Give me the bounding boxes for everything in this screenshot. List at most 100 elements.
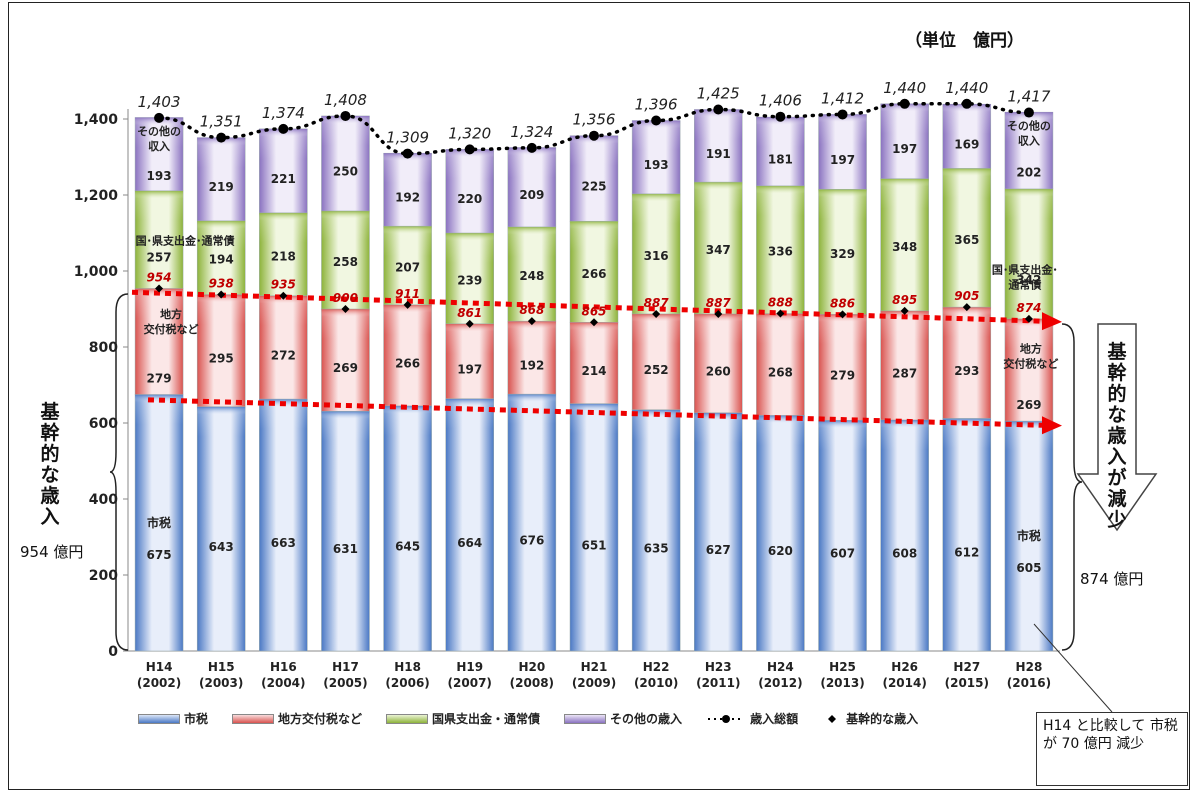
total-value-label: 1,417 (1007, 88, 1050, 106)
legend-item: 国県支出金・通常債 (386, 710, 540, 727)
segment-value-label: 664 (457, 536, 482, 550)
x-tick-label: H21 (581, 660, 608, 674)
bar-segment (445, 398, 494, 652)
segment-value-label: 269 (1016, 398, 1041, 412)
inline-label-national: 通常債 (1008, 277, 1041, 291)
bar-segment (321, 410, 370, 652)
inline-label-other: その他の (1007, 119, 1051, 133)
x-tick-year: (2007) (448, 676, 492, 690)
total-value-label: 1,412 (821, 89, 864, 107)
bar-segment (507, 393, 557, 652)
legend-label: 地方交付税など (278, 712, 363, 726)
chart-legend: 市税 地方交付税など 国県支出金・通常債 その他の歳入 歳入総額 基幹的な歳入 (138, 710, 942, 727)
bar-segment-shade (197, 294, 246, 325)
legend-label: 国県支出金・通常債 (432, 712, 541, 726)
segment-value-label: 250 (333, 164, 358, 178)
core-value-label: 888 (768, 296, 793, 310)
x-tick-year: (2015) (945, 676, 989, 690)
x-tick-label: H14 (146, 660, 173, 674)
segment-value-label: 181 (768, 152, 793, 166)
core-point (403, 300, 412, 309)
total-value-label: 1,408 (324, 91, 367, 109)
bar-segment-shade (694, 182, 743, 213)
core-value-label: 874 (1016, 301, 1041, 315)
bar-segment-shade (445, 323, 494, 354)
core-point (217, 290, 226, 299)
bar-segment-shade (756, 415, 805, 446)
segment-value-label: 295 (209, 352, 234, 366)
bar-segment-shade (259, 295, 308, 326)
segment-value-label: 607 (830, 547, 855, 561)
inline-label-other: 収入 (1018, 135, 1040, 148)
total-value-label: 1,403 (138, 93, 181, 111)
x-tick-year: (2012) (758, 676, 802, 690)
y-tick-label: 200 (89, 568, 118, 584)
bar-segment-shade (632, 313, 681, 344)
legend-swatch (232, 713, 275, 724)
segment-value-label: 336 (768, 245, 793, 259)
bar-segment (196, 406, 246, 652)
x-tick-label: H28 (1016, 660, 1043, 674)
core-point (962, 303, 971, 312)
down-arrow-icon (1076, 323, 1158, 532)
bar-segment-shade (942, 307, 991, 338)
x-tick-year: (2008) (510, 676, 554, 690)
legend-item: 地方交付税など (232, 710, 362, 727)
segment-value-label: 316 (644, 249, 669, 263)
total-point (154, 112, 165, 123)
x-tick-label: H26 (891, 660, 918, 674)
core-value-label: 861 (457, 306, 482, 320)
bar-segment-shade (197, 220, 246, 251)
right-value-label: 874 億円 (1080, 570, 1144, 588)
y-tick-label: 600 (89, 416, 118, 432)
bar-segment-shade (507, 321, 556, 352)
bar-segment (569, 403, 619, 652)
bar-segment-shade (756, 313, 805, 344)
segment-value-label: 631 (333, 542, 358, 556)
core-point (155, 284, 164, 293)
left-vertical-label: 基幹的な歳入 (40, 401, 60, 528)
x-tick-year: (2016) (1007, 676, 1051, 690)
bar-segment-shade (756, 185, 805, 216)
bar-segment-shade (756, 117, 805, 148)
comparison-note: H14 と比較して 市税が 70 億円 減少 (1036, 712, 1188, 786)
bar-segment-shade (818, 420, 867, 451)
inline-label-other: 収入 (148, 140, 170, 153)
total-value-label: 1,440 (883, 79, 926, 97)
bar-segment-shade (321, 309, 370, 339)
segment-value-label: 279 (147, 372, 172, 386)
legend-core-marker-icon (828, 714, 837, 723)
segment-value-label: 192 (519, 359, 544, 373)
segment-value-label: 329 (830, 247, 855, 261)
y-tick-label: 400 (89, 492, 118, 508)
segment-value-label: 627 (706, 543, 731, 557)
x-tick-label: H22 (643, 660, 670, 674)
core-point (341, 305, 350, 313)
core-value-label: 865 (581, 304, 606, 318)
bar-segment (880, 419, 929, 652)
segment-value-label: 605 (1016, 561, 1041, 575)
bar-segment-shade (880, 419, 929, 450)
core-point (776, 309, 785, 318)
city-tax-trend-arrowhead (1042, 416, 1062, 435)
x-tick-year: (2014) (882, 676, 926, 690)
segment-value-label: 218 (271, 249, 296, 263)
segment-value-label: 257 (147, 251, 172, 265)
legend-label: 市税 (184, 712, 209, 726)
bar-segment (942, 418, 992, 652)
core-value-label: 935 (271, 278, 296, 292)
total-point (713, 104, 724, 115)
total-value-label: 1,324 (510, 123, 553, 141)
bar-segment-shade (445, 398, 494, 429)
segment-value-label: 268 (768, 365, 793, 379)
core-point (900, 306, 909, 315)
segment-value-label: 192 (395, 191, 420, 205)
bar-segment-shade (942, 104, 991, 135)
segment-value-label: 279 (830, 368, 855, 382)
segment-value-label: 293 (954, 364, 979, 378)
core-value-label: 900 (333, 291, 358, 305)
total-point (589, 130, 599, 141)
right-vertical-label: 基幹的な歳入が減少 (1107, 341, 1127, 531)
segment-value-label: 645 (395, 539, 420, 553)
